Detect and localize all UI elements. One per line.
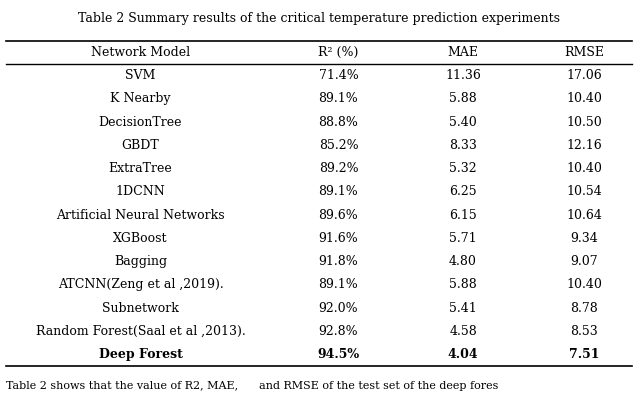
Text: R² (%): R² (%) (318, 46, 358, 59)
Text: 7.51: 7.51 (569, 348, 600, 361)
Text: Bagging: Bagging (114, 255, 167, 268)
Text: GBDT: GBDT (122, 139, 159, 152)
Text: 8.33: 8.33 (449, 139, 477, 152)
Text: Artificial Neural Networks: Artificial Neural Networks (56, 209, 225, 222)
Text: 89.6%: 89.6% (319, 209, 358, 222)
Text: 8.53: 8.53 (570, 325, 598, 338)
Text: 89.1%: 89.1% (319, 185, 358, 198)
Text: 10.40: 10.40 (566, 162, 602, 175)
Text: Table 2 Summary results of the critical temperature prediction experiments: Table 2 Summary results of the critical … (78, 12, 561, 25)
Text: 11.36: 11.36 (445, 69, 481, 82)
Text: 9.34: 9.34 (570, 232, 598, 245)
Text: K Nearby: K Nearby (110, 92, 171, 105)
Text: 5.41: 5.41 (449, 302, 477, 315)
Text: 8.78: 8.78 (570, 302, 598, 315)
Text: 10.50: 10.50 (566, 116, 602, 129)
Text: XGBoost: XGBoost (113, 232, 168, 245)
Text: 5.88: 5.88 (449, 92, 477, 105)
Text: 17.06: 17.06 (566, 69, 602, 82)
Text: 5.71: 5.71 (449, 232, 477, 245)
Text: ATCNN(Zeng et al ,2019).: ATCNN(Zeng et al ,2019). (58, 278, 223, 291)
Text: 10.64: 10.64 (566, 209, 602, 222)
Text: 94.5%: 94.5% (317, 348, 360, 361)
Text: 91.8%: 91.8% (319, 255, 358, 268)
Text: 88.8%: 88.8% (319, 116, 358, 129)
Text: 89.1%: 89.1% (319, 92, 358, 105)
Text: 5.40: 5.40 (449, 116, 477, 129)
Text: SVM: SVM (125, 69, 156, 82)
Text: MAE: MAE (447, 46, 479, 59)
Text: 10.40: 10.40 (566, 92, 602, 105)
Text: 4.58: 4.58 (449, 325, 477, 338)
Text: 9.07: 9.07 (571, 255, 598, 268)
Text: 85.2%: 85.2% (319, 139, 358, 152)
Text: 4.04: 4.04 (448, 348, 478, 361)
Text: 91.6%: 91.6% (319, 232, 358, 245)
Text: 71.4%: 71.4% (319, 69, 358, 82)
Text: Subnetwork: Subnetwork (102, 302, 179, 315)
Text: 5.32: 5.32 (449, 162, 477, 175)
Text: RMSE: RMSE (564, 46, 604, 59)
Text: 10.54: 10.54 (566, 185, 602, 198)
Text: 92.0%: 92.0% (319, 302, 358, 315)
Text: 1DCNN: 1DCNN (116, 185, 165, 198)
Text: Random Forest(Saal et al ,2013).: Random Forest(Saal et al ,2013). (36, 325, 245, 338)
Text: 10.40: 10.40 (566, 278, 602, 291)
Text: DecisionTree: DecisionTree (99, 116, 182, 129)
Text: ExtraTree: ExtraTree (109, 162, 172, 175)
Text: 6.15: 6.15 (449, 209, 477, 222)
Text: 12.16: 12.16 (566, 139, 602, 152)
Text: Deep Forest: Deep Forest (99, 348, 182, 361)
Text: 89.2%: 89.2% (319, 162, 358, 175)
Text: Network Model: Network Model (91, 46, 190, 59)
Text: 92.8%: 92.8% (319, 325, 358, 338)
Text: 5.88: 5.88 (449, 278, 477, 291)
Text: 6.25: 6.25 (449, 185, 477, 198)
Text: 89.1%: 89.1% (319, 278, 358, 291)
Text: 4.80: 4.80 (449, 255, 477, 268)
Text: Table 2 shows that the value of R2, MAE,      and RMSE of the test set of the de: Table 2 shows that the value of R2, MAE,… (6, 381, 499, 391)
